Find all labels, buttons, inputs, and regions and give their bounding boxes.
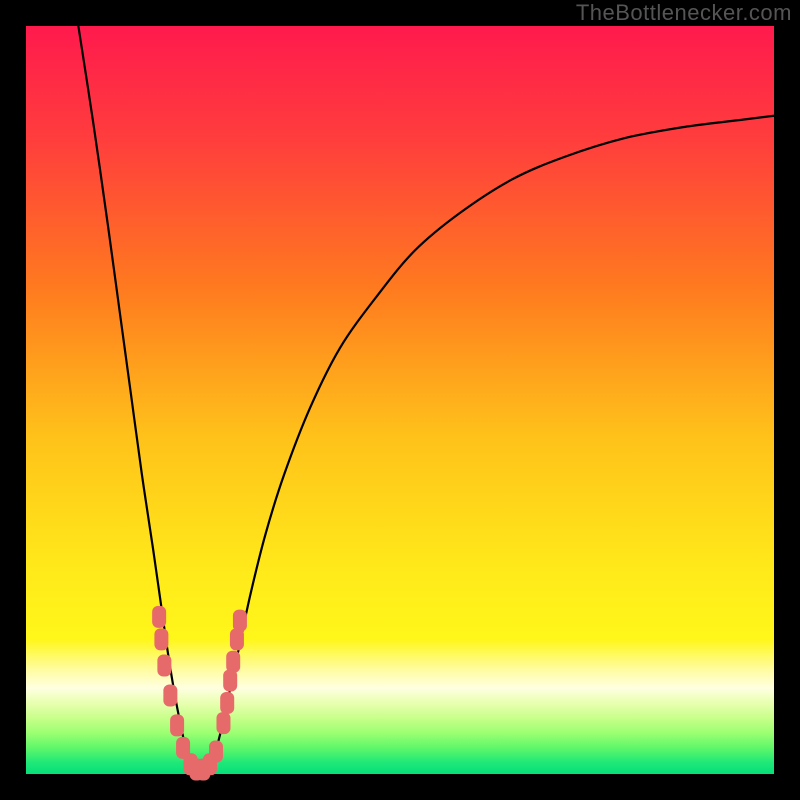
chart-stage: TheBottlenecker.com — [0, 0, 800, 800]
plot-gradient-fill — [26, 26, 774, 774]
plot-frame-right — [774, 0, 800, 800]
plot-frame-left — [0, 0, 26, 800]
watermark-text: TheBottlenecker.com — [576, 0, 792, 26]
plot-frame-bottom — [0, 774, 800, 800]
